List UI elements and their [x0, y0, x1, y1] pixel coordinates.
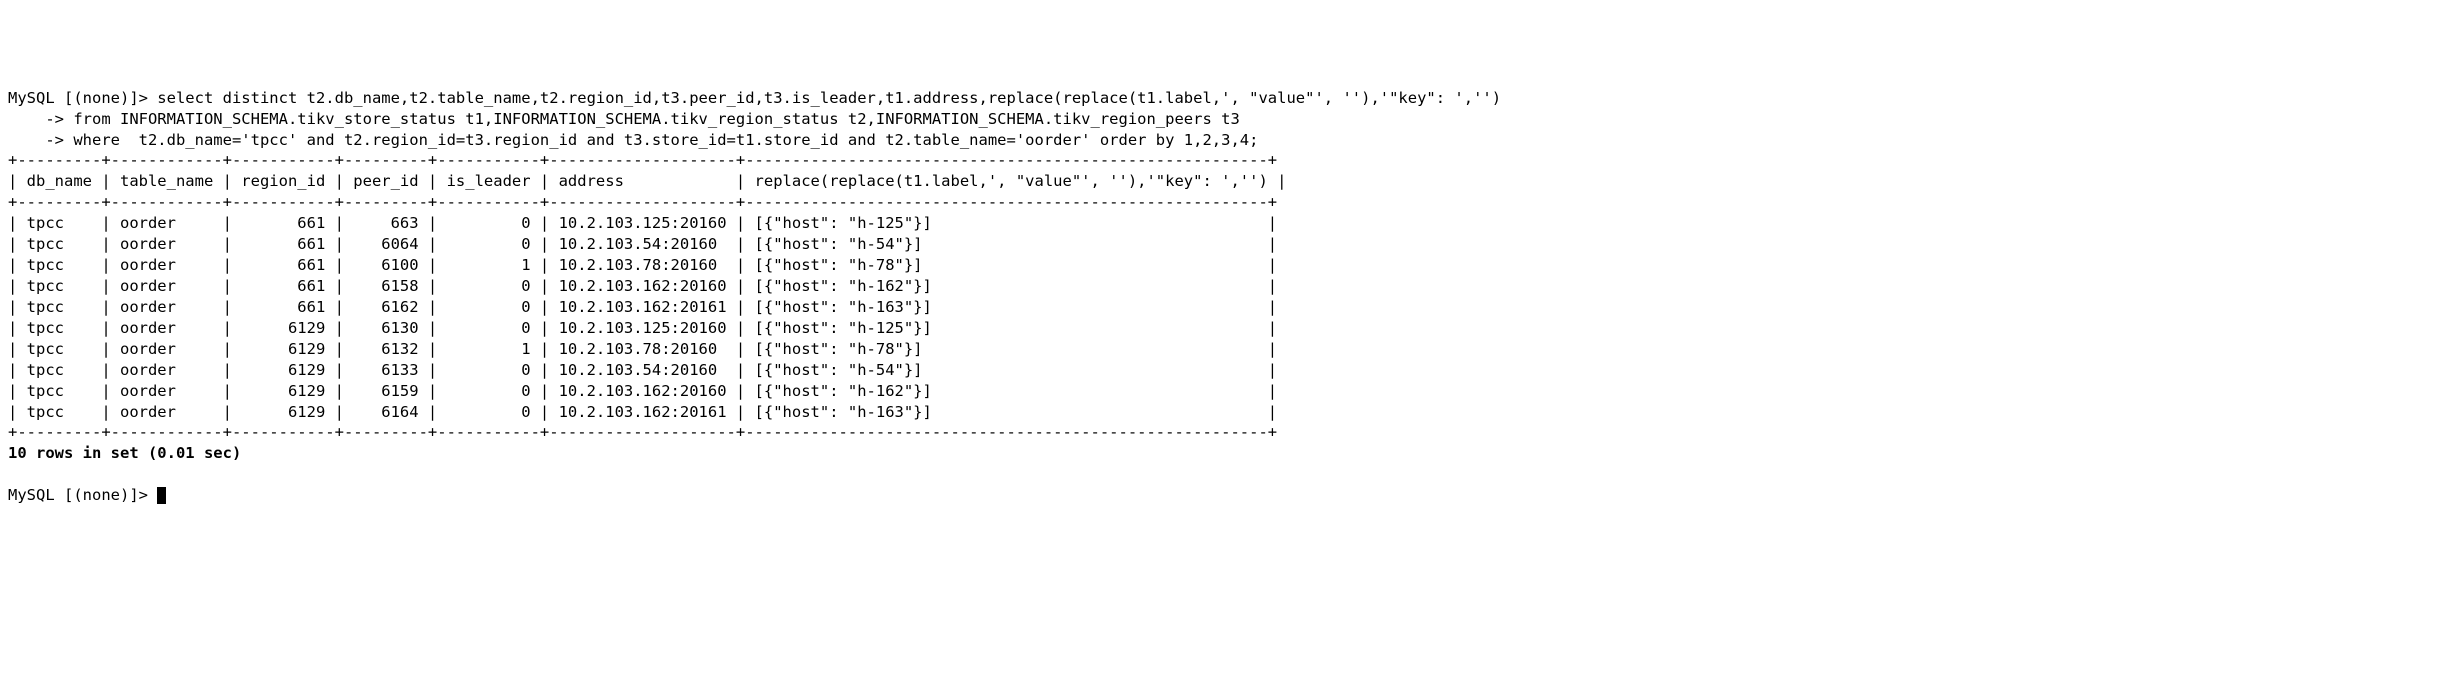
table-row: | tpcc | oorder | 6129 | 6159 | 0 | 10.2… [8, 381, 2444, 402]
table-separator: +---------+------------+-----------+----… [8, 422, 2444, 443]
table-row: | tpcc | oorder | 6129 | 6132 | 1 | 10.2… [8, 339, 2444, 360]
sql-prompt-line[interactable]: MySQL [(none)]> [8, 485, 2444, 506]
table-row: | tpcc | oorder | 6129 | 6130 | 0 | 10.2… [8, 318, 2444, 339]
sql-continuation-line: -> from INFORMATION_SCHEMA.tikv_store_st… [8, 109, 2444, 130]
table-row: | tpcc | oorder | 661 | 6100 | 1 | 10.2.… [8, 255, 2444, 276]
table-separator: +---------+------------+-----------+----… [8, 150, 2444, 171]
table-row: | tpcc | oorder | 6129 | 6133 | 0 | 10.2… [8, 360, 2444, 381]
result-summary: 10 rows in set (0.01 sec) [8, 443, 2444, 464]
cursor-icon [157, 487, 166, 504]
table-row: | tpcc | oorder | 6129 | 6164 | 0 | 10.2… [8, 402, 2444, 423]
table-row: | tpcc | oorder | 661 | 663 | 0 | 10.2.1… [8, 213, 2444, 234]
table-separator: +---------+------------+-----------+----… [8, 192, 2444, 213]
mysql-terminal[interactable]: MySQL [(none)]> select distinct t2.db_na… [8, 88, 2444, 506]
table-row: | tpcc | oorder | 661 | 6158 | 0 | 10.2.… [8, 276, 2444, 297]
table-row: | tpcc | oorder | 661 | 6064 | 0 | 10.2.… [8, 234, 2444, 255]
blank-line [8, 464, 2444, 485]
sql-continuation-line: -> where t2.db_name='tpcc' and t2.region… [8, 130, 2444, 151]
sql-prompt-line: MySQL [(none)]> select distinct t2.db_na… [8, 88, 2444, 109]
table-row: | tpcc | oorder | 661 | 6162 | 0 | 10.2.… [8, 297, 2444, 318]
table-header-row: | db_name | table_name | region_id | pee… [8, 171, 2444, 192]
